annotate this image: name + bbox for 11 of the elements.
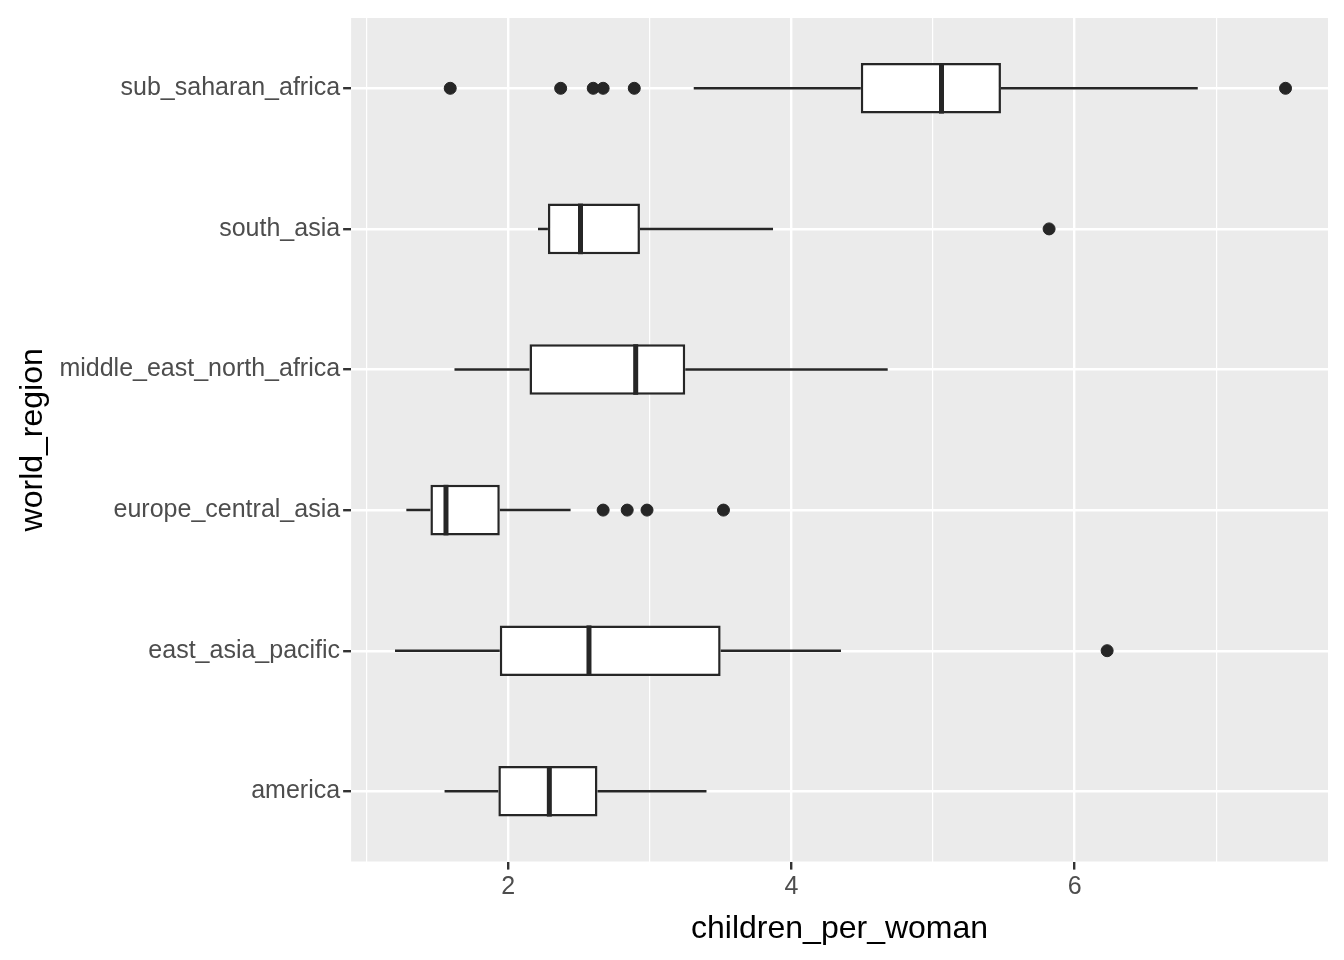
y-tick-label: south_asia xyxy=(219,212,341,241)
x-tick-label: 2 xyxy=(501,871,516,900)
x-tick-label: 4 xyxy=(784,871,799,900)
x-tick-label: 6 xyxy=(1067,871,1082,900)
x-axis-title: children_per_woman xyxy=(691,908,989,945)
y-tick-label: america xyxy=(251,775,341,804)
y-tick-label: europe_central_asia xyxy=(113,493,341,522)
y-tick-label: middle_east_north_africa xyxy=(59,353,341,382)
y-tick-label: sub_saharan_africa xyxy=(120,72,341,101)
y-axis-title: world_region xyxy=(13,348,50,533)
y-tick-label: east_asia_pacific xyxy=(148,634,341,663)
